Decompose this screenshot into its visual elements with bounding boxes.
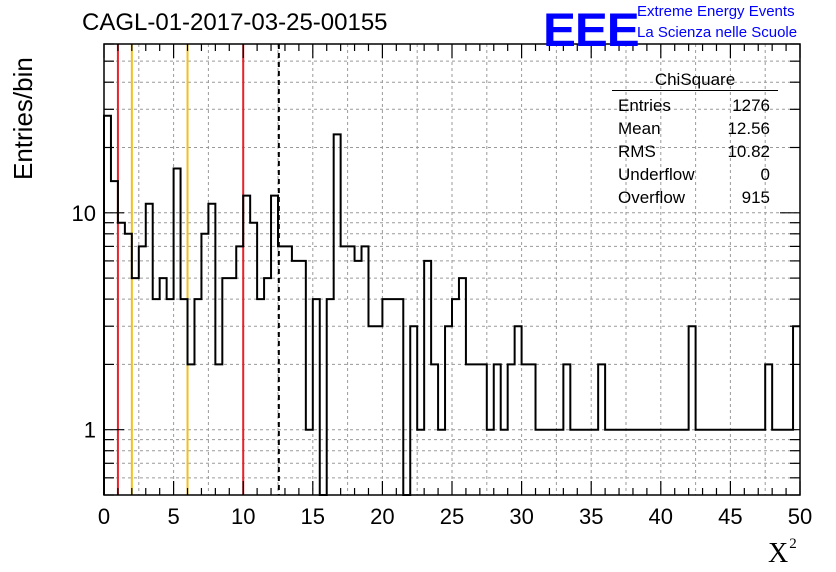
stats-label: Underflow [618, 165, 695, 184]
x-axis-label: X2 [768, 536, 797, 570]
stats-label: RMS [618, 142, 656, 161]
x-tick-label: 50 [788, 504, 812, 529]
stats-value: 0 [760, 165, 770, 184]
x-tick-label: 45 [718, 504, 742, 529]
x-tick-label: 40 [649, 504, 673, 529]
logo-line-2: La Scienza nelle Scuole [637, 24, 798, 41]
stats-box: ChiSquare Entries 1276 Mean 12.56 RMS 10… [612, 70, 778, 209]
stats-label: Entries [618, 96, 671, 115]
x-tick-label: 15 [301, 504, 325, 529]
stats-value: 12.56 [727, 119, 770, 138]
stats-row-overflow: Overflow 915 [612, 186, 778, 209]
stats-label: Overflow [618, 188, 686, 207]
stats-row-underflow: Underflow 0 [612, 163, 778, 186]
axis-ticks [103, 43, 801, 496]
x-tick-label: 20 [370, 504, 394, 529]
stats-title: ChiSquare [612, 70, 778, 91]
stats-row-entries: Entries 1276 [612, 94, 778, 117]
stats-label: Mean [618, 119, 661, 138]
stats-value: 915 [741, 188, 770, 207]
eee-logo: EEE [543, 3, 640, 56]
x-tick-label: 5 [167, 504, 179, 529]
x-tick-label: 10 [231, 504, 255, 529]
stats-row-rms: RMS 10.82 [612, 140, 778, 163]
x-axis-label-superscript: 2 [789, 536, 797, 552]
x-tick-label: 35 [579, 504, 603, 529]
reference-lines [116, 44, 280, 495]
chart-title: CAGL-01-2017-03-25-00155 [82, 9, 388, 36]
x-tick-label: 0 [98, 504, 110, 529]
logo-line-1: Extreme Energy Events [637, 3, 795, 20]
x-tick-label: 30 [509, 504, 533, 529]
x-tick-label: 25 [440, 504, 464, 529]
x-axis-label-text: X [768, 538, 789, 569]
stats-value: 1276 [732, 96, 770, 115]
stats-value: 10.82 [727, 142, 770, 161]
y-axis-label: Entries/bin [8, 57, 38, 180]
stats-row-mean: Mean 12.56 [612, 117, 778, 140]
y-tick-label: 10 [72, 201, 96, 226]
y-tick-label: 1 [84, 418, 96, 443]
tick-labels: 0 5 10 15 20 25 30 35 40 45 50 1 10 [72, 201, 813, 529]
